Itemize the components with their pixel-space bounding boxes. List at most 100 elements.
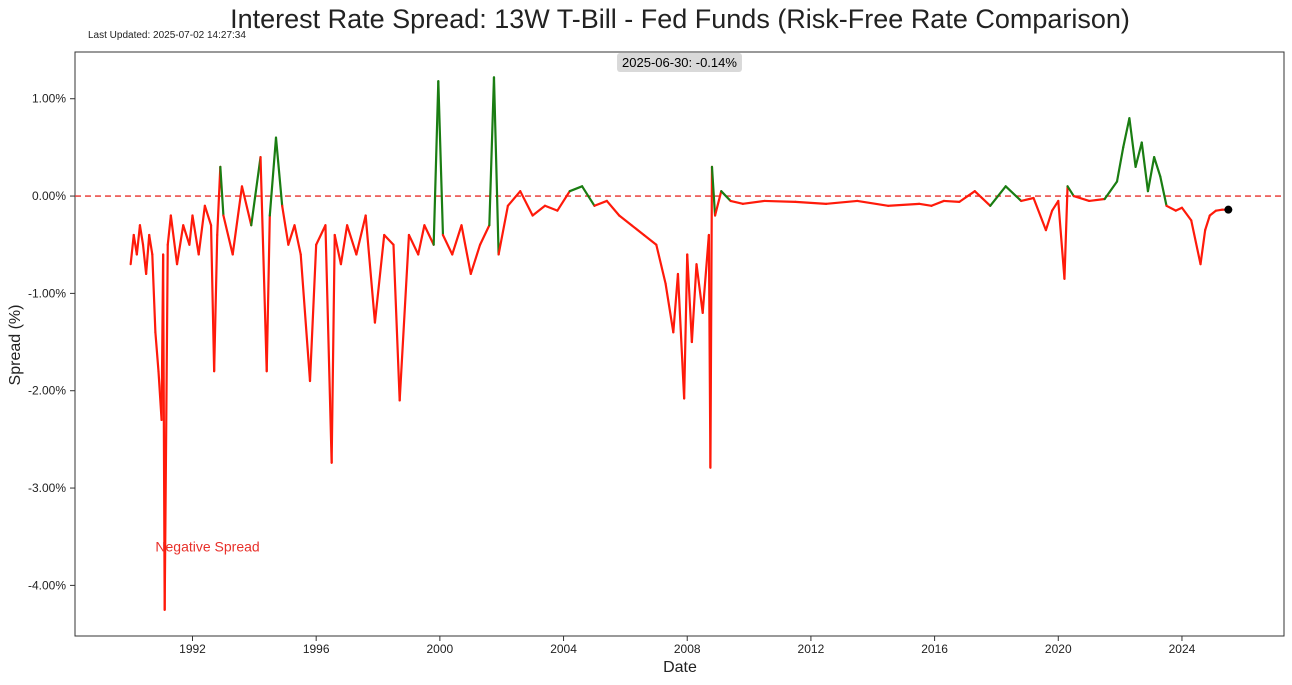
series-segment [166,214,172,246]
series-segment [274,136,284,207]
series-segment [392,243,401,402]
chart-title: Interest Rate Spread: 13W T-Bill - Fed F… [230,4,1130,34]
series-segment [672,272,680,334]
series-segment [148,233,154,256]
series-segment [222,214,234,256]
series-segment [1174,206,1184,212]
series-segment [460,224,472,276]
series-segment [701,233,710,314]
series-segment [690,263,698,344]
series-segment [299,253,312,383]
series-segment [441,233,454,256]
series-segment [1180,206,1193,222]
series-segment [741,199,766,205]
series-segment [231,185,244,256]
series-segment [135,224,142,256]
negative-spread-label: Negative Spread [155,538,259,554]
x-tick-label: 2008 [674,642,701,656]
series-segment [287,224,296,246]
series-segment [417,224,426,256]
series-segment [216,165,222,237]
x-tick-label: 1992 [179,642,206,656]
series-segment [1165,204,1177,212]
series-segment [437,80,445,237]
series-segment [1072,194,1091,203]
series-segment [163,243,169,611]
series-segment [676,272,686,400]
series-segment [958,190,976,203]
series-segment [129,233,135,266]
series-segment [1122,117,1131,149]
series-segment [1159,175,1168,207]
series-segment [568,185,584,193]
series-segment [618,214,633,227]
series-segment [175,224,185,266]
series-segment [930,199,945,207]
series-segment [1044,209,1054,232]
x-tick-label: 2016 [921,642,948,656]
series-segment [154,331,160,373]
series-segment [213,233,219,373]
spread-series [129,76,1230,611]
series-segment [1066,185,1075,198]
series-segment [710,165,717,217]
series-segment [989,185,1007,207]
series-segment [1057,199,1066,280]
series-segment [543,204,559,212]
annotation-box [617,53,742,72]
series-segment [1032,196,1048,232]
series-segment [1088,197,1106,203]
series-segment [145,233,151,276]
series-segment [1204,214,1211,232]
plot-frame [74,51,1285,637]
series-segment [240,185,253,227]
series-segment [355,214,367,256]
series-segment [197,204,206,256]
series-segment [407,233,420,256]
series-segment [763,199,797,203]
series-segment [713,190,723,217]
series-segment [1050,199,1060,212]
annotation-text: 2025-06-30: -0.14% [622,55,737,70]
series-segment [642,233,658,246]
series-segment [346,224,358,256]
series-segment [191,214,200,256]
series-segment [664,282,675,334]
series-segment [492,76,500,256]
series-segment [683,253,689,400]
series-segment [593,199,608,207]
series-segment [315,224,327,246]
series-segment [423,224,435,246]
series-segment [398,233,411,402]
series-segment [1190,219,1202,266]
series-segment [519,190,534,217]
x-tick-label: 2012 [798,642,825,656]
series-segment [655,243,667,285]
x-tick-label: 1996 [303,642,330,656]
series-segment [250,156,262,227]
series-segment [729,199,744,205]
series-segment [720,190,732,203]
series-segment [373,233,386,324]
series-segment [506,190,522,207]
x-tick-label: 2000 [427,642,454,656]
series-segment [630,224,646,237]
y-tick-label: -2.00% [28,384,66,398]
series-segment [293,224,302,256]
series-segment [794,200,828,205]
series-segment [1153,156,1162,178]
y-tick-label: 0.00% [32,189,66,203]
series-segment [1128,117,1137,168]
last-value-annotation: 2025-06-30: -0.14% [617,53,742,72]
series-segment [605,199,621,217]
series-segment [1115,146,1125,183]
series-segment [308,243,318,383]
series-segment [169,214,179,266]
series-segment [182,224,191,246]
series-segment [1103,180,1119,201]
series-segment [203,204,213,227]
series-segment [333,233,343,266]
series-segment [556,190,571,212]
series-segment [268,136,278,217]
